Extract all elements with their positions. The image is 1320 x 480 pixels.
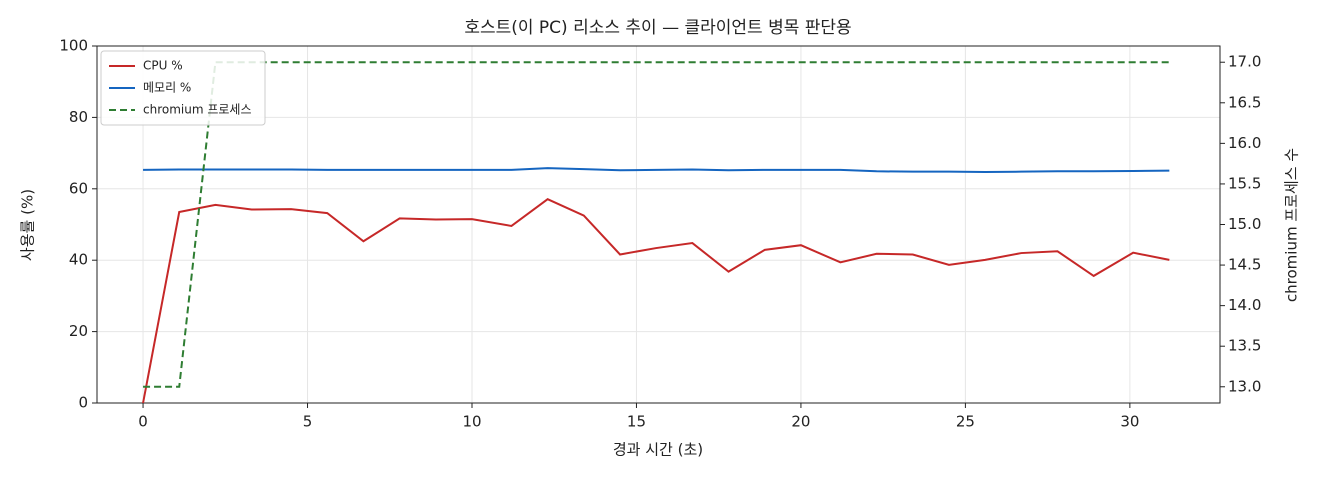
x-tick-label: 25: [956, 413, 975, 431]
y-tick-label: 0: [78, 394, 88, 412]
chart-title: 호스트(이 PC) 리소스 추이 — 클라이언트 병목 판단용: [464, 18, 851, 38]
y2-axis-label: chromium 프로세스 수: [1283, 148, 1301, 302]
y-tick-label: 100: [59, 37, 88, 55]
y-tick-label: 40: [69, 251, 88, 269]
y-tick-label: 80: [69, 108, 88, 126]
line-series: [143, 61, 1170, 388]
y2-tick-label: 13.0: [1228, 377, 1261, 395]
y2-tick-label: 16.5: [1228, 93, 1261, 111]
y2-tick-label: 14.0: [1228, 296, 1261, 314]
x-tick-label: 10: [462, 413, 481, 431]
y2-tick-label: 16.0: [1228, 134, 1261, 152]
legend: CPU % 메모리 % chromium 프로세스: [100, 50, 266, 126]
legend-box: [100, 50, 266, 126]
y2-tick-label: 13.5: [1228, 337, 1261, 355]
y2-tick-label: 14.5: [1228, 256, 1261, 274]
x-tick-label: 15: [627, 413, 646, 431]
x-axis-label: 경과 시간 (초): [613, 441, 703, 459]
plot-frame: [96, 45, 1221, 404]
legend-label: 메모리 %: [143, 81, 191, 95]
x-tick-label: 30: [1120, 413, 1139, 431]
legend-label: CPU %: [143, 59, 183, 73]
y-tick-label: 20: [69, 322, 88, 340]
x-tick-label: 20: [791, 413, 810, 431]
x-tick-label: 5: [303, 413, 313, 431]
y2-tick-label: 17.0: [1228, 53, 1261, 71]
y-tick-label: 60: [69, 179, 88, 197]
legend-label: chromium 프로세스: [143, 103, 252, 117]
y-axis-label: 사용률 (%): [19, 189, 37, 261]
y2-tick-label: 15.0: [1228, 215, 1261, 233]
line-series: [142, 197, 1170, 404]
y2-tick-label: 15.5: [1228, 174, 1261, 192]
line-series: [143, 167, 1170, 174]
x-tick-label: 0: [138, 413, 148, 431]
